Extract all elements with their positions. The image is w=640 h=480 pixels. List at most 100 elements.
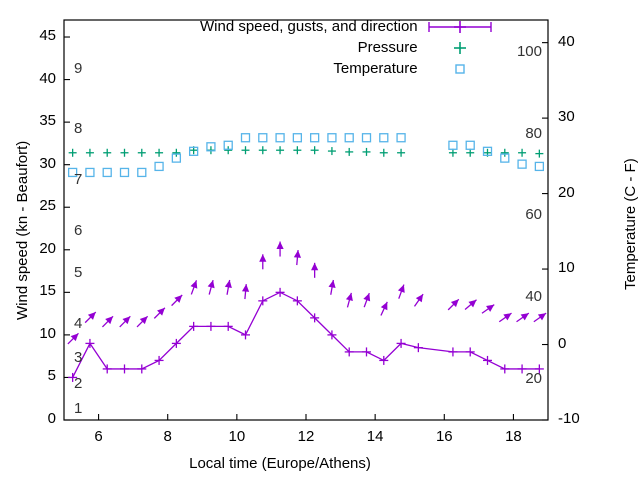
- wind-direction-arrow-head-icon: [328, 279, 336, 288]
- wind-direction-arrow-head-icon: [363, 293, 371, 302]
- beaufort-label-8: 8: [74, 119, 83, 137]
- temperature-marker: [171, 153, 182, 163]
- y-tick-label-40: 40: [39, 69, 56, 87]
- y-tick-label-5: 5: [47, 367, 56, 385]
- y-tick-label-10: 10: [39, 324, 56, 342]
- beaufort-label-7: 7: [74, 170, 83, 188]
- y-tick-label-25: 25: [39, 197, 56, 215]
- y2-tick-label-30: 30: [558, 108, 575, 126]
- temperature-marker: [482, 146, 493, 156]
- temperature-marker: [534, 161, 545, 172]
- legend-label-wind: Wind speed, gusts, and direction: [200, 18, 418, 35]
- humidity-label-60: 60: [525, 206, 542, 224]
- temperature-marker: [361, 133, 372, 143]
- legend-item-wind[interactable]: Wind speed, gusts, and direction: [200, 16, 493, 37]
- y-tick-label-45: 45: [39, 27, 56, 45]
- x-tick-label-6: 6: [94, 428, 103, 445]
- legend-item-temperature[interactable]: Temperature: [200, 58, 493, 79]
- temperature-marker: [258, 133, 268, 143]
- temperature-marker: [154, 161, 164, 172]
- wind-direction-arrow-head-icon: [537, 313, 547, 321]
- wind-direction-arrow-head-icon: [190, 280, 198, 289]
- beaufort-label-9: 9: [74, 60, 83, 78]
- temperature-marker: [188, 146, 199, 156]
- wind-direction-arrow-head-icon: [276, 241, 284, 250]
- temperature-marker: [102, 167, 112, 178]
- legend-swatch-wind-icon: [427, 20, 492, 33]
- y-tick-label-15: 15: [39, 282, 56, 300]
- legend-label-temperature: Temperature: [333, 60, 418, 77]
- y2-tick-label-20: 20: [558, 183, 575, 201]
- x-tick-label-18: 18: [505, 428, 522, 445]
- wind-direction-arrow-head-icon: [224, 279, 232, 288]
- wind-direction-arrow-head-icon: [468, 299, 477, 308]
- wind-direction-arrow-head-icon: [397, 284, 405, 293]
- wind-direction-arrow-head-icon: [311, 262, 319, 271]
- x-tick-label-10: 10: [228, 428, 246, 445]
- y-tick-label-35: 35: [39, 112, 56, 130]
- x-tick-label-14: 14: [366, 428, 384, 445]
- humidity-label-40: 40: [525, 288, 542, 306]
- wind-direction-arrow-head-icon: [293, 250, 302, 258]
- x-tick-label-8: 8: [163, 428, 172, 445]
- x-axis-title-text: Local time (Europe/Athens): [189, 455, 371, 472]
- humidity-label-20: 20: [525, 369, 542, 387]
- wind-direction-arrow-head-icon: [70, 333, 79, 342]
- temperature-marker: [292, 133, 303, 143]
- beaufort-label-2: 2: [74, 374, 83, 392]
- x-tick-label-16: 16: [435, 428, 453, 445]
- beaufort-label-5: 5: [74, 264, 83, 282]
- temperature-marker: [344, 133, 354, 143]
- wind-direction-arrow-head-icon: [503, 313, 512, 321]
- temperature-marker: [206, 142, 216, 152]
- wind-direction-arrow-head-icon: [157, 307, 165, 316]
- beaufort-label-6: 6: [74, 221, 83, 239]
- wind-direction-arrow-head-icon: [87, 312, 96, 320]
- x-axis-title: Local time (Europe/Athens): [0, 455, 560, 472]
- wind-direction-arrow-head-icon: [486, 304, 495, 312]
- wind-direction-arrow-head-icon: [122, 316, 131, 325]
- wind-direction-arrow-head-icon: [259, 254, 267, 262]
- wind-direction-arrow-head-icon: [380, 301, 388, 311]
- legend-item-pressure[interactable]: Pressure: [200, 37, 493, 58]
- humidity-label-80: 80: [525, 124, 542, 142]
- beaufort-label-1: 1: [74, 400, 83, 418]
- beaufort-label-3: 3: [74, 349, 83, 367]
- temperature-marker: [500, 153, 510, 163]
- temperature-marker: [396, 133, 406, 143]
- temperature-marker: [465, 140, 475, 150]
- wind-direction-arrow-head-icon: [450, 299, 459, 308]
- wind-direction-arrow-head-icon: [241, 284, 250, 292]
- x-tick-label-12: 12: [297, 428, 315, 445]
- y-tick-label-0: 0: [47, 410, 56, 427]
- temperature-marker: [119, 167, 130, 178]
- y-tick-label-20: 20: [39, 239, 56, 257]
- temperature-marker: [379, 133, 389, 143]
- wind-direction-arrow-head-icon: [345, 292, 353, 302]
- legend-swatch-pressure-icon: [453, 41, 466, 54]
- temperature-marker: [67, 167, 78, 178]
- temperature-marker: [327, 133, 337, 143]
- humidity-label-100: 100: [516, 43, 542, 61]
- temperature-marker: [240, 133, 251, 143]
- beaufort-label-4: 4: [74, 315, 83, 333]
- wind-direction-arrow-head-icon: [520, 313, 529, 321]
- y2-tick-label-10: 10: [558, 259, 575, 277]
- chart-legend: Wind speed, gusts, and direction Pressur…: [200, 16, 493, 79]
- temperature-marker: [517, 159, 527, 169]
- wind-direction-arrow-head-icon: [139, 316, 148, 325]
- legend-label-pressure: Pressure: [357, 39, 418, 56]
- wind-direction-arrow-head-icon: [415, 294, 424, 303]
- legend-swatch-temperature-icon: [454, 63, 465, 74]
- wind-direction-arrow-head-icon: [207, 280, 215, 289]
- wind-direction-arrow-head-icon: [174, 295, 183, 303]
- y2-tick-label--10: -10: [558, 410, 580, 427]
- y-tick-label-30: 30: [39, 154, 56, 172]
- temperature-marker: [85, 167, 95, 178]
- temperature-marker: [448, 140, 458, 150]
- temperature-marker: [137, 167, 147, 178]
- y2-tick-label-0: 0: [558, 334, 567, 352]
- wind-direction-arrow-head-icon: [105, 316, 114, 325]
